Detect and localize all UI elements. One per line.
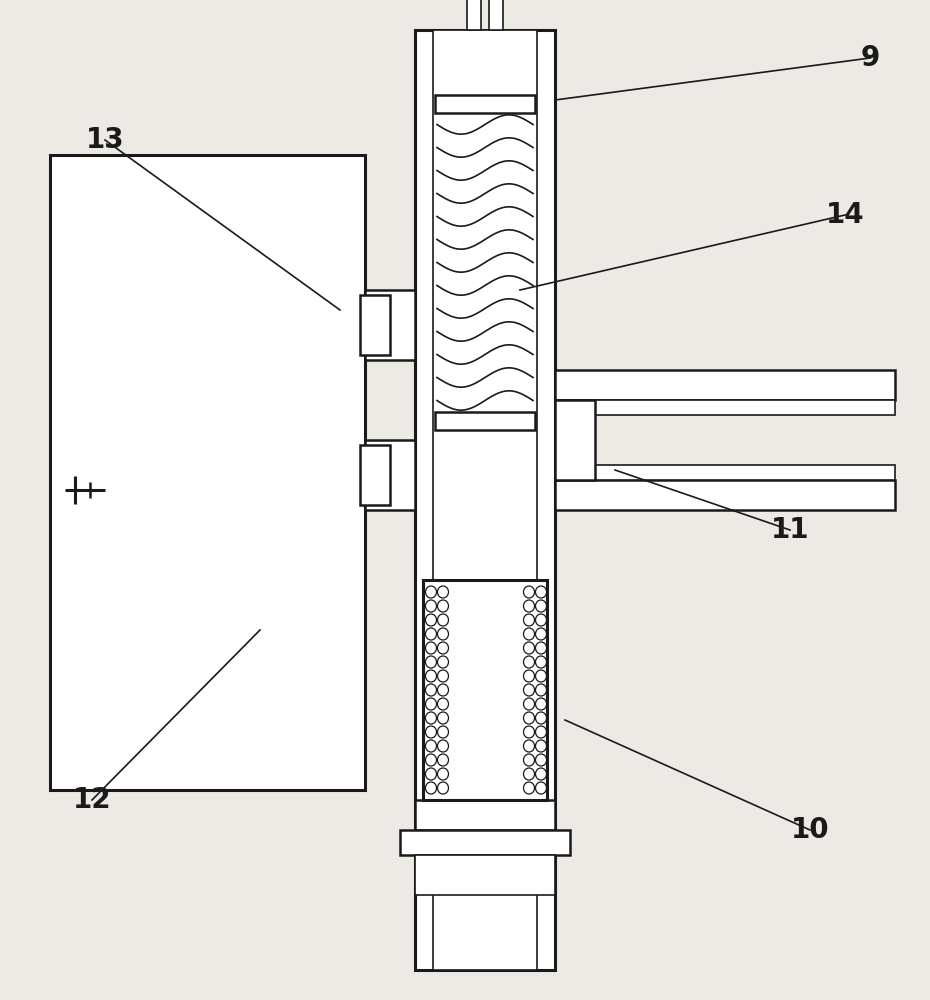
Text: 9: 9 [860, 44, 880, 72]
Bar [365, 290, 415, 360]
Bar [555, 370, 895, 400]
Bar [365, 440, 415, 510]
Bar [555, 400, 895, 415]
Text: 12: 12 [73, 786, 112, 814]
Bar [415, 855, 555, 895]
Bar [360, 445, 390, 505]
Bar [433, 30, 537, 970]
Bar [435, 95, 535, 113]
Text: 13: 13 [86, 126, 125, 154]
Bar [489, 0, 503, 30]
Bar [400, 830, 570, 855]
Bar [555, 400, 595, 480]
Bar [435, 412, 535, 430]
Bar [555, 465, 895, 480]
Bar [360, 295, 390, 355]
Bar [50, 155, 365, 790]
Bar [415, 800, 555, 830]
Text: 14: 14 [826, 201, 864, 229]
Bar [423, 580, 547, 800]
Text: 10: 10 [790, 816, 830, 844]
Bar [415, 30, 555, 970]
Bar [555, 480, 895, 510]
Bar [467, 0, 481, 30]
Text: 11: 11 [771, 516, 809, 544]
